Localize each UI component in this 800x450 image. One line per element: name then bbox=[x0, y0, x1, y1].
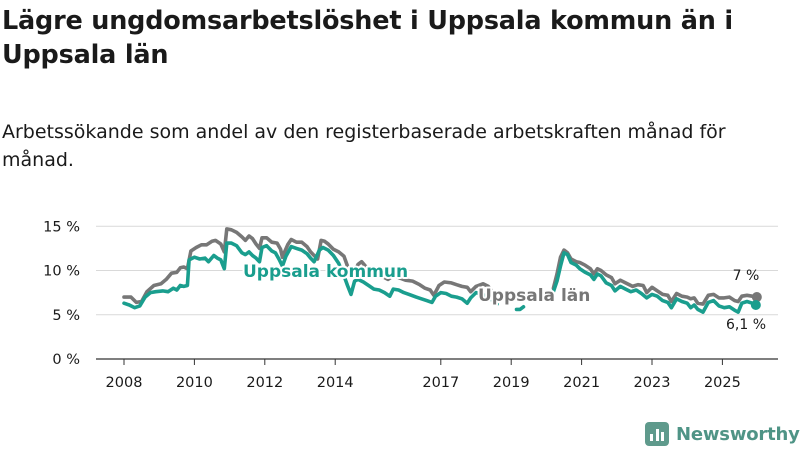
x-axis: 2008 2010 2012 2014 2017 2019 2021 2023 2025 bbox=[106, 359, 741, 391]
x-tick-label: 2021 bbox=[563, 375, 600, 391]
series-label-uppsala-lan: Uppsala län bbox=[478, 286, 590, 306]
x-tick-label: 2008 bbox=[106, 375, 143, 391]
brand-name: Newsworthy bbox=[676, 423, 800, 445]
x-tick-label: 2017 bbox=[422, 375, 459, 391]
x-tick-label: 2019 bbox=[493, 375, 530, 391]
x-tick-label: 2010 bbox=[176, 375, 213, 391]
series-label-uppsala-kommun: Uppsala kommun bbox=[243, 262, 408, 282]
newsworthy-logo: Newsworthy bbox=[645, 421, 800, 447]
line-chart: 0 %5 %10 %15 % 2008 2010 2012 2014 2017 2019 2… bbox=[43, 219, 778, 391]
x-tick-label: 2014 bbox=[317, 375, 354, 391]
series-line-uppsala-kommun bbox=[514, 305, 526, 312]
series-line-uppsala-lan bbox=[122, 227, 499, 305]
y-tick-label: 15 % bbox=[43, 219, 80, 235]
y-tick-label: 5 % bbox=[52, 308, 80, 324]
chart-subtitle: Arbetssökande som andel av den registerb… bbox=[2, 121, 726, 171]
series-labels: Uppsala kommun Uppsala län 7 % 6,1 % bbox=[241, 260, 766, 333]
bar-chart-icon bbox=[645, 422, 669, 446]
y-tick-label: 10 % bbox=[43, 264, 80, 280]
y-tick-label: 0 % bbox=[52, 352, 80, 368]
x-tick-label: 2025 bbox=[704, 375, 741, 391]
y-axis: 0 % 5 % 10 % 15 % bbox=[43, 219, 80, 368]
x-tick-label: 2023 bbox=[634, 375, 671, 391]
chart-title: Lägre ungdomsarbetslöshet i Uppsala komm… bbox=[2, 6, 733, 70]
gridlines bbox=[96, 225, 778, 360]
end-point-uppsala-kommun bbox=[750, 300, 761, 311]
end-value-uppsala-kommun: 6,1 % bbox=[726, 317, 766, 333]
end-value-uppsala-lan: 7 % bbox=[733, 268, 760, 284]
series-lines bbox=[122, 227, 762, 314]
series-line-uppsala-lan bbox=[551, 248, 758, 306]
series-line-uppsala-kommun bbox=[551, 251, 758, 314]
x-tick-label: 2012 bbox=[246, 375, 283, 391]
end-point-uppsala-lan bbox=[751, 292, 762, 303]
series-line-uppsala-kommun bbox=[122, 241, 499, 310]
